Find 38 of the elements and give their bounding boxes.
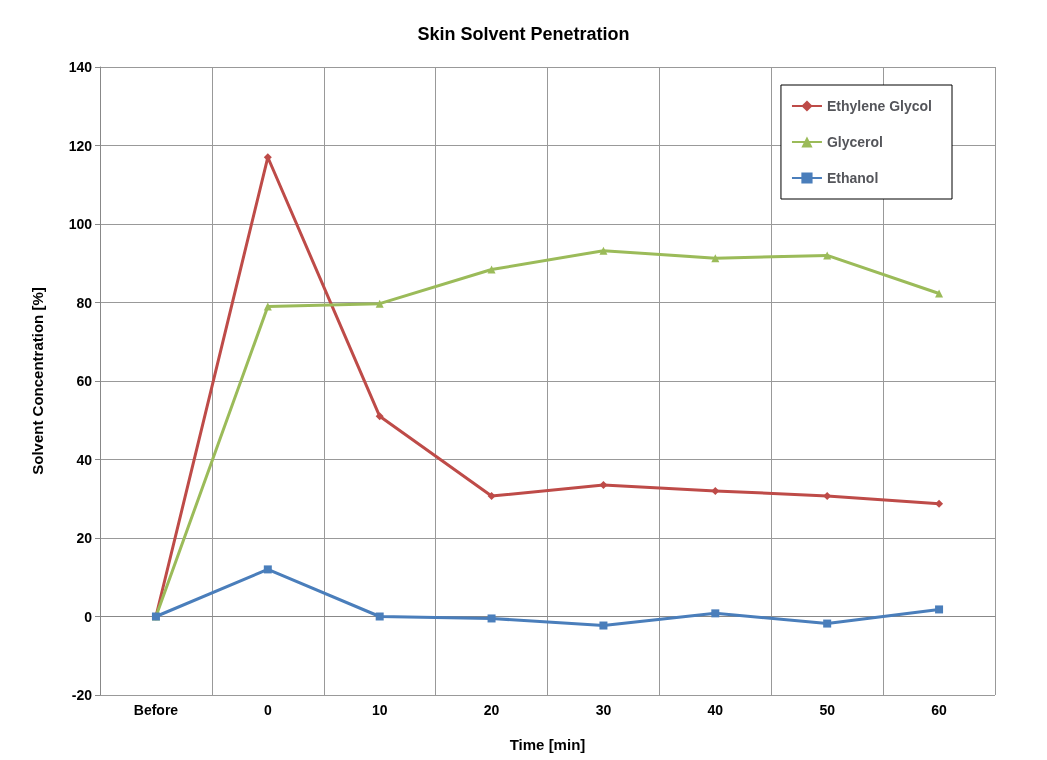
legend-label: Ethylene Glycol <box>826 98 933 114</box>
point <box>935 499 944 508</box>
chart-title: Skin Solvent Penetration <box>417 24 630 44</box>
point <box>599 621 608 630</box>
y-tick-label: -20 <box>71 687 93 703</box>
point <box>487 492 496 500</box>
point <box>823 619 832 628</box>
x-tick-label: 10 <box>371 702 388 718</box>
x-tick-label: 60 <box>931 702 948 718</box>
y-axis-title: Solvent Concentration [%] <box>29 287 46 475</box>
x-tick-label: 30 <box>595 702 612 718</box>
point <box>711 486 720 495</box>
y-tick-label: 60 <box>76 373 93 389</box>
y-tick-label: 140 <box>68 59 93 75</box>
legend-label: Ethanol <box>826 170 879 186</box>
x-tick-label: 20 <box>483 702 500 718</box>
x-tick-label: 40 <box>707 702 724 718</box>
point <box>375 612 384 621</box>
x-tick-label: Before <box>133 702 179 718</box>
point <box>487 614 496 623</box>
point <box>711 609 720 618</box>
x-tick-label: 50 <box>819 702 836 718</box>
point <box>375 412 384 421</box>
y-tick-label: 80 <box>76 294 93 311</box>
y-tick-label: 120 <box>68 137 93 154</box>
y-tick-label: 100 <box>68 216 93 232</box>
legend-label: Glycerol <box>826 134 883 150</box>
y-tick-label: 40 <box>76 451 93 468</box>
point <box>375 299 384 308</box>
y-tick-label: 0 <box>84 608 93 625</box>
point <box>487 265 496 274</box>
x-axis-title: Time [min] <box>509 736 586 753</box>
x-tick-label: 0 <box>263 702 272 718</box>
point <box>263 565 272 574</box>
y-tick-label: 20 <box>76 530 93 546</box>
point <box>599 481 608 490</box>
point <box>935 605 944 614</box>
point <box>599 246 608 255</box>
